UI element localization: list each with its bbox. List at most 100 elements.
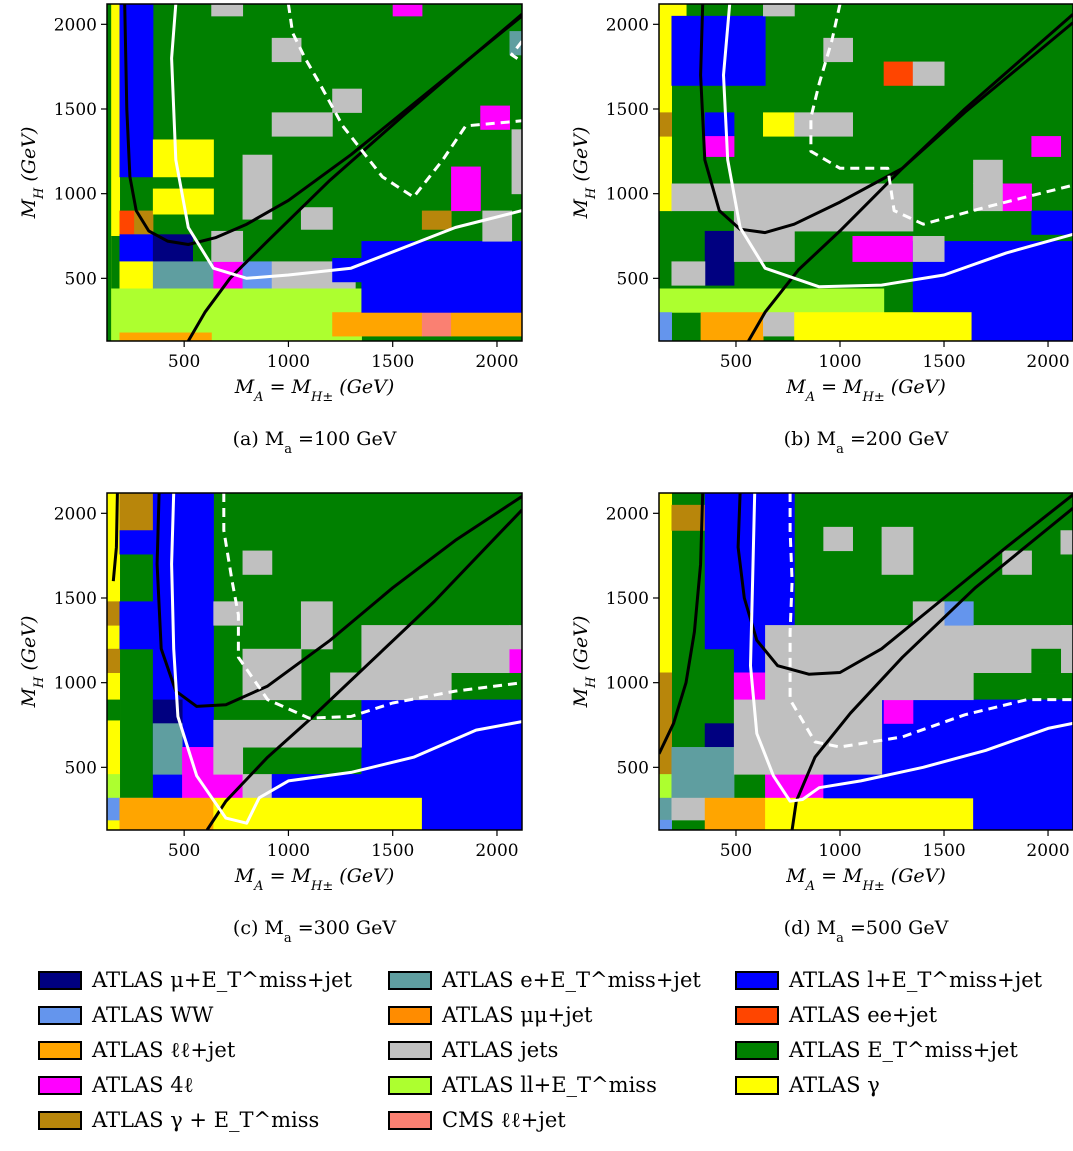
- legend-label: ATLAS E_T^miss+jet: [789, 1038, 1018, 1062]
- x-axis-label: MA = MH± (GeV): [785, 865, 946, 894]
- legend-label: ATLAS WW: [92, 1003, 214, 1027]
- panel-3: 500 1000 1500 2000 500 1000 1500 2000 MA = MH± (…: [570, 492, 1073, 946]
- x-tick-label: 1500: [922, 352, 965, 372]
- heatmap-cell: [671, 797, 706, 821]
- panel-caption: (c) Ma =300 GeV: [233, 917, 396, 946]
- panel-caption: (d) Ma =500 GeV: [784, 917, 949, 946]
- heatmap-cell: [119, 797, 214, 830]
- panel-caption: (a) Ma =100 GeV: [233, 428, 397, 457]
- legend-item: ATLAS μ+E_T^miss+jet: [38, 965, 352, 995]
- heatmap-cell: [213, 747, 244, 775]
- heatmap-cell: [332, 88, 362, 113]
- heatmap-cell: [659, 672, 672, 775]
- x-tick-label: 2000: [1026, 352, 1069, 372]
- heatmap-cell: [421, 774, 522, 830]
- heatmap-cell: [107, 601, 121, 626]
- heatmap-cell: [152, 261, 214, 293]
- heatmap-cell: [107, 797, 121, 821]
- y-tick-label: 1000: [606, 185, 649, 205]
- heatmap-cell: [912, 236, 945, 262]
- heatmap-cell: [704, 112, 735, 137]
- y-tick-label: 1500: [54, 100, 97, 120]
- x-tick-label: 1000: [818, 352, 861, 372]
- heatmap-cell: [152, 234, 194, 262]
- contour-line: [170, 4, 522, 280]
- heatmap-cell: [733, 230, 795, 262]
- heatmap-cell: [671, 4, 687, 17]
- contour-line: [170, 493, 522, 825]
- heatmap-cell: [421, 210, 452, 230]
- heatmap-cell: [152, 723, 183, 775]
- heatmap-cell: [704, 797, 766, 830]
- legend-item: ATLAS ee+jet: [735, 1000, 937, 1030]
- legend-item: CMS ℓℓ+jet: [388, 1105, 566, 1135]
- panel-2: 500 1000 1500 2000 500 1000 1500 2000 MA = MH± (…: [18, 492, 523, 946]
- heatmap-cell: [300, 207, 333, 230]
- x-tick-label: 500: [168, 352, 200, 372]
- y-axis-label: MH (GeV): [18, 127, 47, 220]
- legend-item: ATLAS 4ℓ: [38, 1070, 194, 1100]
- x-tick-label: 1500: [922, 841, 965, 861]
- heatmap-cell: [107, 699, 121, 721]
- heatmap-cell: [881, 526, 914, 575]
- contour-line: [749, 493, 1073, 803]
- plot-area: [659, 493, 1073, 830]
- legend-label: ATLAS γ: [789, 1073, 880, 1097]
- heatmap-cell: [509, 648, 522, 674]
- heatmap-cell: [509, 31, 522, 56]
- y-tick-label: 2000: [606, 504, 649, 524]
- heatmap-cell: [763, 312, 795, 337]
- legend-item: ATLAS jets: [388, 1035, 558, 1065]
- legend-item: ATLAS μμ+jet: [388, 1000, 592, 1030]
- y-axis-label: MH (GeV): [570, 616, 599, 709]
- heatmap-cell: [700, 312, 764, 341]
- x-tick-label: 1000: [267, 841, 310, 861]
- legend-item: ATLAS l+E_T^miss+jet: [735, 965, 1042, 995]
- legend-label: ATLAS μ+E_T^miss+jet: [92, 968, 353, 992]
- heatmap-cell: [213, 719, 362, 748]
- heatmap-cell: [511, 129, 522, 195]
- heatmap-cell: [119, 601, 154, 650]
- axes-frame: [658, 492, 1073, 831]
- legend-swatch: [735, 970, 779, 990]
- legend-label: ATLAS l+E_T^miss+jet: [789, 968, 1043, 992]
- legend-label: ATLAS μμ+jet: [442, 1003, 593, 1027]
- heatmap-cell: [361, 241, 522, 313]
- plot-area: [659, 4, 1073, 341]
- legend-swatch: [388, 1005, 432, 1025]
- contour-line: [510, 40, 522, 63]
- heatmap-cell: [912, 61, 945, 86]
- heatmap-cell: [704, 723, 735, 748]
- legend-label: ATLAS 4ℓ: [92, 1072, 194, 1097]
- heatmap-cell: [733, 183, 914, 232]
- heatmap-cell: [480, 105, 510, 130]
- x-tick-label: 1500: [371, 352, 414, 372]
- axes-frame: [658, 3, 1073, 342]
- x-axis-label: MA = MH± (GeV): [785, 376, 946, 405]
- heatmap-cell: [1031, 210, 1073, 235]
- contour-line: [205, 508, 522, 830]
- heatmap-cell: [119, 261, 154, 293]
- x-tick-label: 500: [720, 841, 752, 861]
- legend-swatch: [38, 970, 82, 990]
- legend-item: ATLAS e+E_T^miss+jet: [388, 965, 701, 995]
- y-tick-label: 1500: [606, 100, 649, 120]
- heatmap-cell: [852, 236, 914, 262]
- heatmap-cell: [659, 819, 672, 830]
- legend-swatch: [388, 1110, 432, 1130]
- heatmap-cell: [763, 112, 795, 137]
- legend-swatch: [735, 1075, 779, 1095]
- legend-swatch: [388, 970, 432, 990]
- y-tick-label: 2000: [54, 504, 97, 524]
- heatmap-cell: [671, 504, 706, 531]
- contour-line: [659, 493, 705, 755]
- contour-line: [123, 4, 522, 246]
- legend-item: ATLAS γ + E_T^miss: [38, 1105, 319, 1135]
- y-tick-label: 1500: [54, 589, 97, 609]
- heatmap-cell: [704, 493, 795, 650]
- heatmap-cell: [881, 699, 1073, 748]
- heatmap-cell: [211, 4, 244, 17]
- heatmap-cell: [111, 4, 121, 341]
- heatmap-cell: [973, 159, 1003, 185]
- plot-area: [107, 4, 522, 341]
